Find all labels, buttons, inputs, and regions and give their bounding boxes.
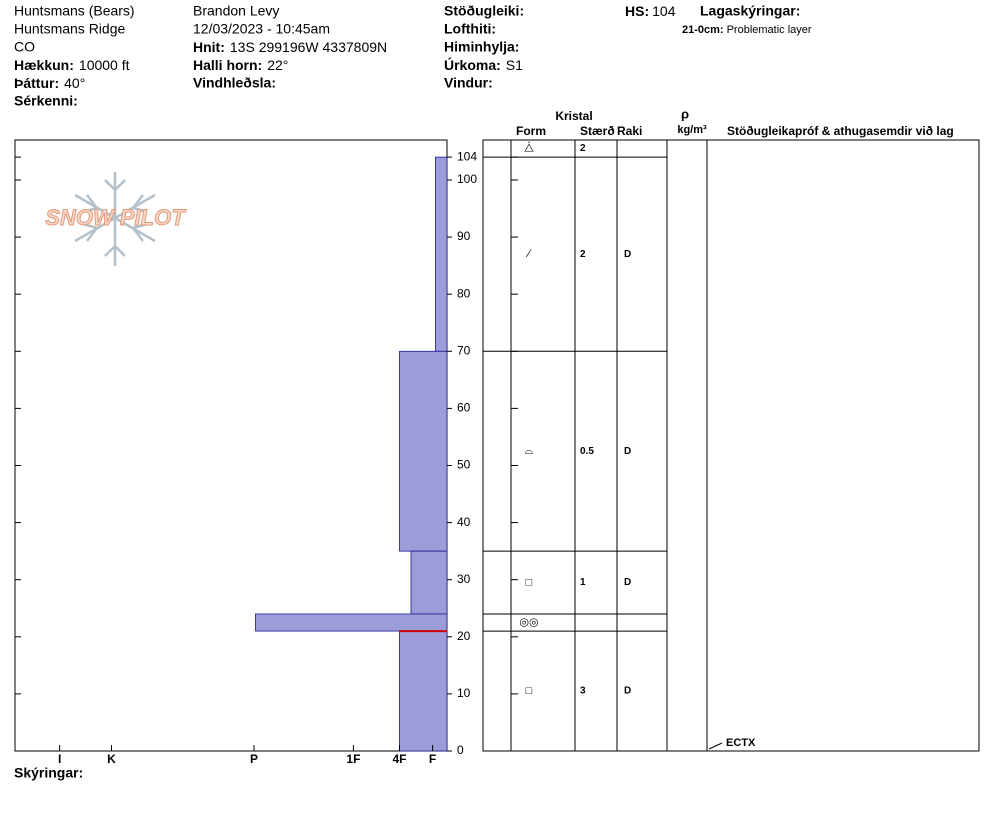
value: 10000 ft <box>79 57 130 73</box>
aspect: Þáttur: 40° <box>14 75 85 91</box>
value: 104 <box>652 3 676 19</box>
wind-label: Vindur: <box>444 75 493 91</box>
y-tick-label: 60 <box>457 401 471 415</box>
value: 40° <box>64 75 85 91</box>
y-tick-label: 30 <box>457 572 471 586</box>
wind-loading-label: Vindhleðsla: <box>193 75 276 91</box>
grain-size: 2 <box>580 143 586 154</box>
slope: Halli horn: 22° <box>193 57 288 73</box>
hardness-plot-frame <box>14 139 448 752</box>
size-header: Stærð <box>580 124 615 138</box>
comments-label: Skýringar: <box>14 765 83 781</box>
air-temp-label: Lofthiti: <box>444 21 496 37</box>
rho-header: ρ <box>681 106 689 121</box>
grain-size: 1 <box>580 577 586 588</box>
label: Hnit: <box>193 39 225 55</box>
logo-text: SNOW PILOT <box>45 205 186 230</box>
features-label: Sérkenni: <box>14 93 78 109</box>
table-columns <box>510 140 708 751</box>
x-tick-label: 1F <box>346 752 360 766</box>
grain-form: ◎◎ <box>519 616 538 628</box>
hardness-bar <box>435 156 448 352</box>
label: Halli horn: <box>193 57 262 73</box>
value: 22° <box>267 57 288 73</box>
x-tick-label: I <box>58 752 61 766</box>
sky-label: Himinhylja: <box>444 39 519 55</box>
y-tick-label: 10 <box>457 686 471 700</box>
y-tick-label: 70 <box>457 343 471 357</box>
y-tick-label: 40 <box>457 515 471 529</box>
x-tick-label: P <box>250 752 258 766</box>
test-arrow <box>708 742 723 750</box>
y-tick-label: 20 <box>457 629 471 643</box>
grain-form: ⧊ <box>524 142 534 154</box>
grain-form: ⁄ <box>525 248 532 260</box>
state: CO <box>14 39 35 55</box>
moisture-header: Raki <box>617 124 642 138</box>
y-tick-label: 50 <box>457 458 471 472</box>
test-label: ECTX <box>726 737 756 749</box>
hardness-bar <box>399 350 448 552</box>
note-text: Problematic layer <box>727 24 812 36</box>
hardness-bar <box>399 630 448 752</box>
value: 13S 299196W 4337809N <box>230 39 387 55</box>
grain-size: 3 <box>580 686 586 697</box>
location: Huntsmans (Bears) <box>14 3 135 19</box>
grain-form: □ <box>526 576 533 588</box>
density-unit: kg/m³ <box>677 124 707 136</box>
elevation: Hækkun: 10000 ft <box>14 57 130 73</box>
grain-size: 0.5 <box>580 446 594 457</box>
y-tick-label: 0 <box>457 743 464 757</box>
crystal-header: Kristal <box>555 109 592 123</box>
label: Úrkoma: <box>444 56 501 73</box>
moisture: D <box>624 446 631 457</box>
y-tick-label: 90 <box>457 229 471 243</box>
note-range: 21-0cm: <box>682 24 724 36</box>
site: Huntsmans Ridge <box>14 21 125 37</box>
hs: HS: 104 <box>625 3 676 19</box>
datetime: 12/03/2023 - 10:45am <box>193 21 330 37</box>
moisture: D <box>624 686 631 697</box>
form-header: Form <box>516 124 546 138</box>
label: HS: <box>625 3 649 19</box>
x-tick-label: 4F <box>392 752 406 766</box>
hardness-bar <box>410 550 448 615</box>
notes-label: Lagaskýringar: <box>700 3 800 19</box>
observer: Brandon Levy <box>193 3 279 19</box>
x-tick-label: F <box>429 752 436 766</box>
grain-form: ⌓ <box>525 445 534 457</box>
stability-label: Stöðugleiki: <box>444 3 524 19</box>
logo: SNOW PILOT <box>45 172 187 266</box>
y-tick-label: 80 <box>457 286 471 300</box>
label: Þáttur: <box>14 75 59 91</box>
moisture: D <box>624 249 631 260</box>
label: Hækkun: <box>14 57 74 73</box>
x-tick-label: K <box>107 752 116 766</box>
grain-size: 2 <box>580 249 586 260</box>
note: 21-0cm: Problematic layer <box>682 24 812 36</box>
moisture: D <box>624 577 631 588</box>
precip: Úrkoma: S1 <box>444 56 523 73</box>
coords: Hnit: 13S 299196W 4337809N <box>193 39 387 55</box>
snowflake <box>74 172 156 266</box>
value: S1 <box>506 57 523 73</box>
y-tick-label: 100 <box>457 172 477 186</box>
y-tick-label: 104 <box>457 149 477 163</box>
tests-header: Stöðugleikapróf & athugasemdir við lag <box>727 124 954 138</box>
grain-form: □ <box>526 685 533 697</box>
layer-table-frame <box>482 139 980 752</box>
hardness-bar <box>255 613 448 632</box>
